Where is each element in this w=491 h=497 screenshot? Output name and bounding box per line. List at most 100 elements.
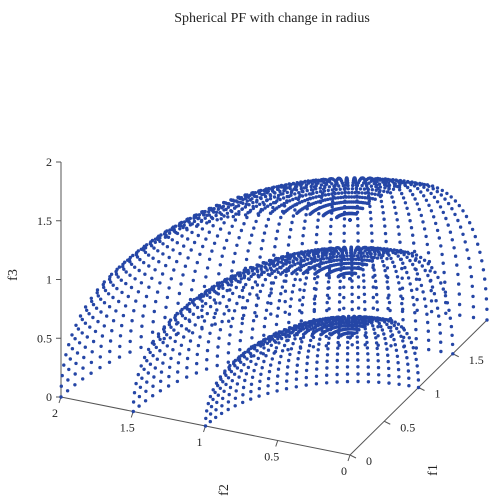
data-point <box>275 185 279 189</box>
data-point <box>326 280 331 284</box>
data-point <box>386 359 390 364</box>
data-point <box>165 333 169 337</box>
data-point <box>152 246 156 250</box>
data-point <box>388 308 392 313</box>
data-point <box>395 249 400 253</box>
data-point <box>202 284 207 289</box>
data-point <box>449 324 454 329</box>
f3-tick-2-label: 2 <box>46 155 52 169</box>
data-point <box>158 337 162 342</box>
data-point <box>230 280 234 284</box>
data-point <box>311 345 316 349</box>
data-point <box>276 306 280 310</box>
data-point <box>287 235 292 239</box>
data-point <box>138 257 142 262</box>
data-point <box>426 251 431 255</box>
data-point <box>379 324 383 329</box>
data-point <box>290 330 294 335</box>
data-point <box>293 208 297 212</box>
data-point <box>371 324 375 328</box>
data-point <box>335 380 339 384</box>
data-point <box>381 211 385 215</box>
data-point <box>305 252 310 257</box>
data-point <box>385 322 389 327</box>
data-point <box>158 281 162 285</box>
data-point <box>397 375 401 379</box>
data-point <box>385 266 390 270</box>
data-point <box>393 205 397 210</box>
data-point <box>442 270 446 275</box>
data-point <box>188 339 193 343</box>
data-point <box>276 270 280 274</box>
data-point <box>133 277 137 281</box>
data-point <box>385 280 389 284</box>
data-point <box>192 303 197 307</box>
data-point <box>318 206 322 210</box>
data-point <box>88 325 92 329</box>
data-point <box>417 277 422 282</box>
data-point <box>444 311 448 315</box>
data-point <box>342 285 346 289</box>
data-point <box>371 285 375 289</box>
data-point <box>280 257 284 261</box>
data-point <box>137 394 142 399</box>
data-point <box>356 306 361 310</box>
data-point <box>319 332 323 337</box>
data-point <box>345 254 349 258</box>
data-point <box>439 340 443 344</box>
data-point <box>265 198 269 202</box>
data-point <box>362 285 366 290</box>
data-point <box>415 272 420 276</box>
data-point <box>296 261 300 265</box>
data-point <box>304 276 309 280</box>
data-point <box>354 326 359 331</box>
data-point <box>137 404 141 408</box>
data-point <box>131 409 135 414</box>
data-point <box>336 340 340 345</box>
f2-tick-1.5-label: 1.5 <box>120 421 135 435</box>
data-point <box>252 226 256 230</box>
data-point <box>445 191 449 196</box>
data-point <box>364 180 368 185</box>
data-point <box>152 375 156 379</box>
f3-tick-0.5-label: 0.5 <box>37 331 52 345</box>
data-point <box>297 182 302 186</box>
data-point <box>335 358 339 363</box>
data-point <box>355 346 360 350</box>
data-point <box>240 321 244 326</box>
data-point <box>443 280 447 284</box>
data-point <box>176 361 181 365</box>
data-point <box>264 266 268 270</box>
data-point <box>164 305 168 309</box>
data-point <box>205 266 210 270</box>
data-point <box>393 320 397 324</box>
data-point <box>453 212 457 217</box>
data-point <box>241 385 246 390</box>
data-point <box>395 184 400 189</box>
data-point <box>167 231 172 235</box>
data-point <box>242 275 246 279</box>
data-point <box>139 281 144 285</box>
data-point <box>158 349 162 353</box>
data-point <box>429 288 433 293</box>
data-point <box>390 195 394 199</box>
data-point <box>408 189 412 193</box>
data-point <box>414 327 418 332</box>
data-point <box>269 363 273 367</box>
data-point <box>377 182 382 186</box>
data-point <box>128 273 132 277</box>
data-point <box>387 187 391 191</box>
data-point <box>283 289 288 293</box>
data-point <box>340 255 344 259</box>
data-point <box>109 272 114 276</box>
data-point <box>375 308 380 312</box>
data-point <box>420 264 424 268</box>
data-point <box>374 341 379 345</box>
data-point <box>320 256 324 261</box>
data-point <box>387 181 391 185</box>
data-point <box>307 324 312 328</box>
data-point <box>293 192 297 196</box>
data-point <box>246 249 250 253</box>
data-point <box>89 371 93 375</box>
data-point <box>268 262 272 266</box>
